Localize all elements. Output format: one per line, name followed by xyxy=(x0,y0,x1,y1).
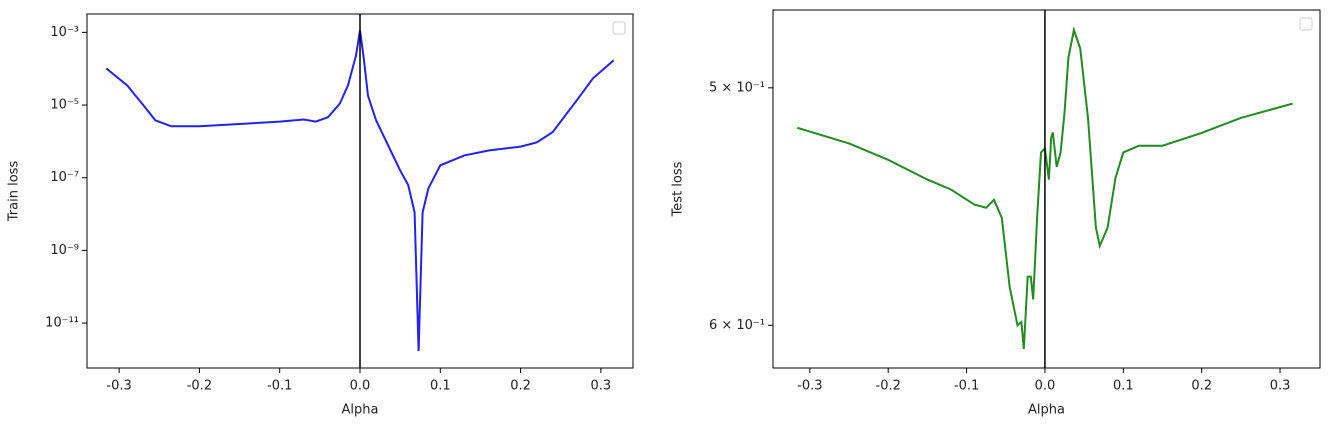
x-axis-label: Alpha xyxy=(342,403,379,418)
y-tick-label: 10⁻⁷ xyxy=(50,170,79,185)
x-tick-label: 0.3 xyxy=(1270,379,1291,394)
x-tick-label: -0.2 xyxy=(187,379,212,394)
plot-frame xyxy=(772,9,1321,369)
x-tick-label: 0.2 xyxy=(510,379,531,394)
data-line xyxy=(105,30,615,352)
x-tick-label: 0.2 xyxy=(1191,379,1212,394)
x-tick-label: 0.0 xyxy=(1035,379,1056,394)
x-tick-label: 0.1 xyxy=(430,379,451,394)
x-tick-label: -0.2 xyxy=(876,379,901,394)
y-tick-label: 10⁻⁵ xyxy=(50,98,79,113)
legend-box xyxy=(1299,17,1313,31)
x-axis-label: Alpha xyxy=(1028,403,1065,418)
y-tick-label: 10⁻⁹ xyxy=(50,243,79,258)
x-tick-label: -0.1 xyxy=(267,379,292,394)
x-tick-label: -0.3 xyxy=(797,379,822,394)
x-tick-label: -0.3 xyxy=(106,379,131,394)
y-axis-label: Train loss xyxy=(7,161,22,223)
y-tick-label: 10⁻³ xyxy=(50,25,79,40)
x-tick-label: 0.0 xyxy=(350,379,371,394)
y-tick-label: 6 × 10⁻¹ xyxy=(709,318,765,333)
data-line xyxy=(797,26,1293,350)
y-tick-label: 10⁻¹¹ xyxy=(45,316,79,331)
y-tick-label: 5 × 10⁻¹ xyxy=(709,80,765,95)
y-axis-label: Test loss xyxy=(671,161,686,217)
legend-box xyxy=(612,21,626,35)
x-tick-label: 0.1 xyxy=(1113,379,1134,394)
x-tick-label: 0.3 xyxy=(591,379,612,394)
x-tick-label: -0.1 xyxy=(954,379,979,394)
